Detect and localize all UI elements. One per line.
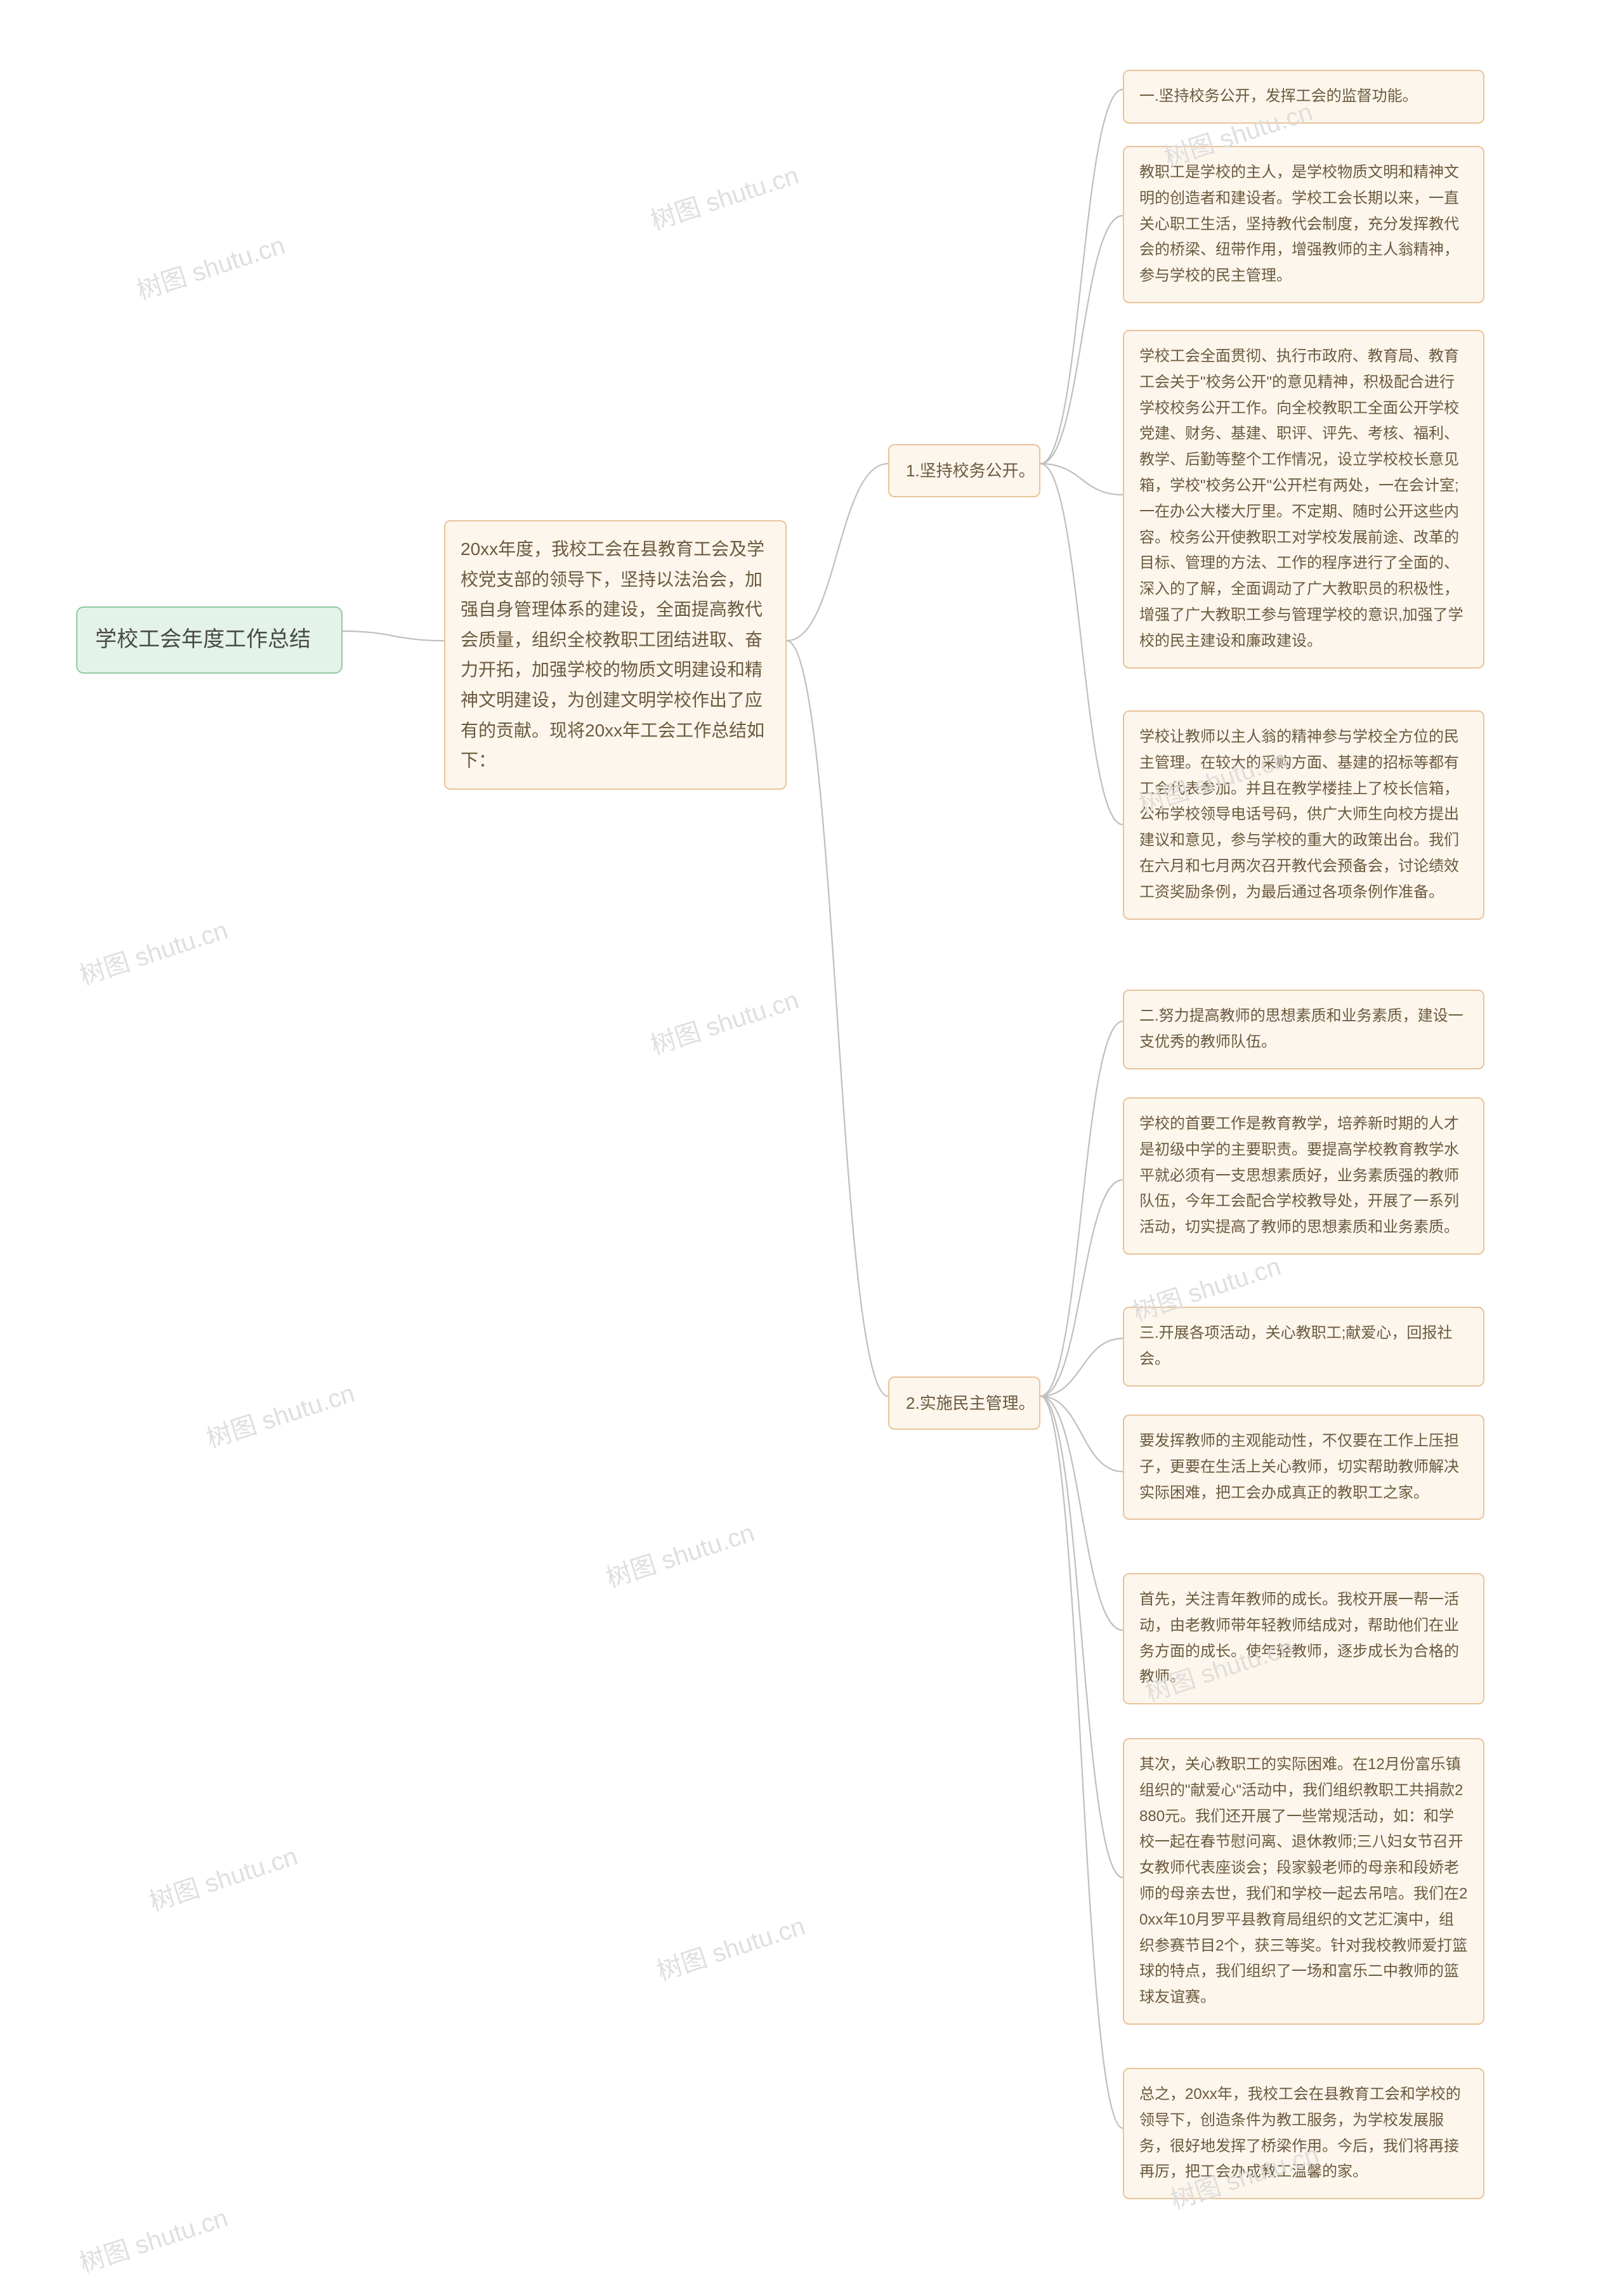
section-2-node[interactable]: 2.实施民主管理。 [888, 1376, 1040, 1430]
connector [1040, 464, 1123, 495]
connector [1040, 216, 1123, 464]
connector [1040, 464, 1123, 825]
leaf-n9[interactable]: 首先，关注青年教师的成长。我校开展一帮一活动，由老教师带年轻教师结成对，帮助他们… [1123, 1573, 1484, 1704]
leaf-n8[interactable]: 要发挥教师的主观能动性，不仅要在工作上压担子，更要在生活上关心教师，切实帮助教师… [1123, 1415, 1484, 1520]
connector [787, 641, 888, 1396]
connector [343, 631, 444, 641]
root-node[interactable]: 学校工会年度工作总结 [76, 606, 343, 674]
watermark: 树图 shutu.cn [201, 1373, 358, 1455]
watermark: 树图 shutu.cn [645, 155, 802, 237]
connector [1040, 1338, 1123, 1396]
leaf-n4[interactable]: 学校让教师以主人翁的精神参与学校全方位的民主管理。在较大的采购方面、基建的招标等… [1123, 710, 1484, 920]
leaf-n5[interactable]: 二.努力提高教师的思想素质和业务素质，建设一支优秀的教师队伍。 [1123, 990, 1484, 1069]
connector [1040, 1396, 1123, 2128]
connector [1040, 1396, 1123, 1878]
connector [1040, 1180, 1123, 1396]
watermark: 树图 shutu.cn [645, 979, 802, 1062]
watermark: 树图 shutu.cn [74, 910, 232, 992]
leaf-n3[interactable]: 学校工会全面贯彻、执行市政府、教育局、教育工会关于"校务公开"的意见精神，积极配… [1123, 330, 1484, 669]
connector [1040, 1021, 1123, 1396]
watermark: 树图 shutu.cn [74, 2197, 232, 2280]
watermark: 树图 shutu.cn [601, 1512, 758, 1595]
connector [1040, 89, 1123, 464]
leaf-n10[interactable]: 其次，关心教职工的实际困难。在12月份富乐镇组织的"献爱心"活动中，我们组织教职… [1123, 1738, 1484, 2025]
mindmap-canvas: 学校工会年度工作总结 20xx年度，我校工会在县教育工会及学校党支部的领导下，坚… [0, 0, 1624, 2281]
leaf-n2[interactable]: 教职工是学校的主人，是学校物质文明和精神文明的创造者和建设者。学校工会长期以来，… [1123, 146, 1484, 303]
leaf-n11[interactable]: 总之，20xx年，我校工会在县教育工会和学校的领导下，创造条件为教工服务，为学校… [1123, 2068, 1484, 2199]
connector [787, 464, 888, 641]
leaf-n7[interactable]: 三.开展各项活动，关心教职工;献爱心，回报社会。 [1123, 1307, 1484, 1387]
intro-node[interactable]: 20xx年度，我校工会在县教育工会及学校党支部的领导下，坚持以法治会，加强自身管… [444, 520, 787, 790]
watermark: 树图 shutu.cn [144, 1836, 301, 1918]
watermark: 树图 shutu.cn [131, 225, 289, 307]
leaf-n6[interactable]: 学校的首要工作是教育教学，培养新时期的人才是初级中学的主要职责。要提高学校教育教… [1123, 1097, 1484, 1255]
leaf-n1[interactable]: 一.坚持校务公开，发挥工会的监督功能。 [1123, 70, 1484, 124]
section-1-node[interactable]: 1.坚持校务公开。 [888, 444, 1040, 497]
watermark: 树图 shutu.cn [652, 1905, 809, 1988]
connector [1040, 1396, 1123, 1630]
connector [1040, 1396, 1123, 1472]
